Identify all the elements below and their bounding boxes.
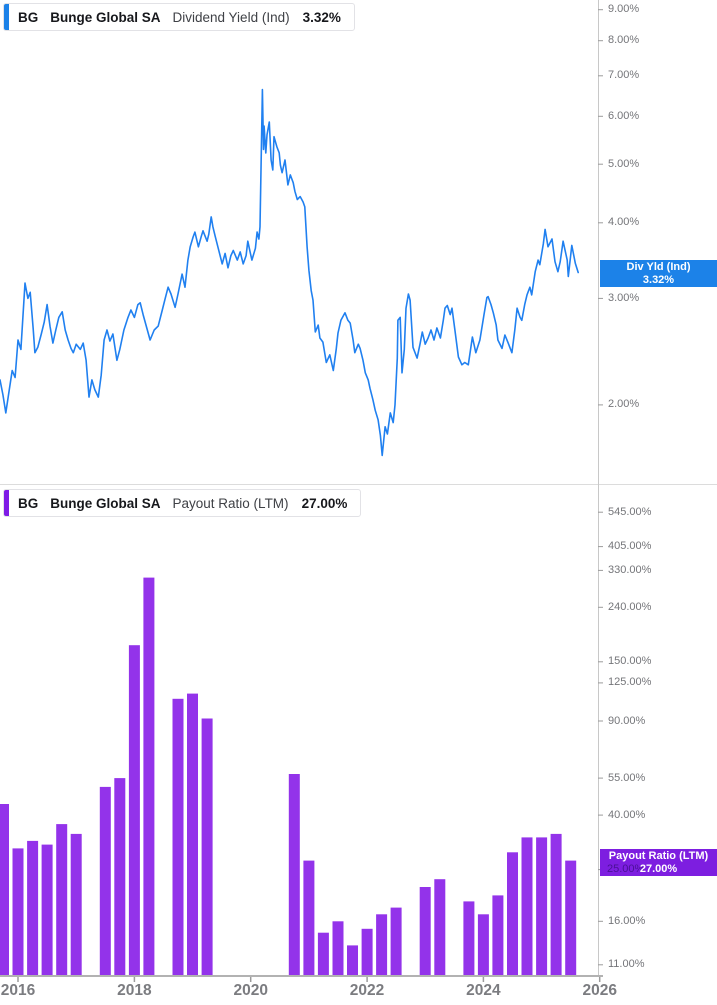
ticker-symbol: BG (18, 9, 39, 25)
payout-bar (0, 804, 9, 975)
x-tick-label: 2026 (582, 982, 617, 999)
tag-title: Payout Ratio (LTM) (608, 850, 709, 863)
y-tick-label: 405.00% (608, 540, 652, 553)
y-tick-label: 4.00% (608, 216, 640, 229)
metric-value: 27.00% (301, 495, 348, 511)
covered-y-tick-label: 25.00% (607, 863, 645, 876)
y-tick-label: 8.00% (608, 34, 640, 47)
payout-bar (201, 718, 213, 975)
payout-bar (434, 879, 446, 975)
y-tick-label: 16.00% (608, 914, 646, 927)
y-tick-label: 545.00% (608, 505, 652, 518)
payout-bar (288, 774, 300, 975)
company-name: Bunge Global SA (50, 495, 161, 511)
y-tick-label: 5.00% (608, 157, 640, 170)
y-tick-label: 11.00% (608, 958, 645, 971)
metric-value: 3.32% (302, 9, 341, 25)
payout-bar (70, 833, 82, 975)
payout-bar (114, 778, 126, 975)
ticker-symbol: BG (18, 495, 39, 511)
payout-bar (128, 645, 140, 975)
y-tick-label: 40.00% (608, 808, 646, 821)
dividend-yield-plot-area[interactable] (0, 0, 598, 484)
payout-bar (187, 693, 198, 975)
payout-bar (303, 860, 315, 975)
payout-bar (521, 837, 533, 975)
series-header-dividend-yield[interactable]: BG Bunge Global SA Dividend Yield (Ind) … (3, 3, 355, 31)
y-tick-label: 55.00% (608, 771, 646, 784)
payout-bar (27, 840, 39, 975)
payout-bar (172, 698, 184, 975)
metric-name: Payout Ratio (LTM) (172, 495, 289, 511)
last-value-tag-dividend-yield: Div Yld (Ind) 3.32% (600, 260, 717, 288)
payout-bar (361, 928, 373, 975)
series-header-payout-ratio[interactable]: BG Bunge Global SA Payout Ratio (LTM) 27… (3, 489, 362, 517)
payout-bar (56, 824, 68, 975)
y-tick-label: 90.00% (608, 714, 646, 727)
x-tick-label: 2018 (117, 982, 152, 999)
y-tick-label: 2.00% (608, 398, 640, 411)
payout-bar (347, 945, 358, 975)
x-tick-label: 2022 (349, 982, 385, 999)
payout-bar (565, 860, 577, 975)
tag-value: 3.32% (642, 273, 675, 286)
payout-bar (419, 887, 431, 975)
payout-bar (477, 914, 489, 975)
y-tick-label: 3.00% (608, 291, 640, 304)
payout-bar (12, 848, 24, 975)
company-name: Bunge Global SA (50, 9, 161, 25)
payout-bar (492, 895, 504, 975)
payout-bar (536, 837, 548, 975)
y-tick-label: 125.00% (608, 676, 652, 689)
series-accent-bar-blue (4, 4, 9, 30)
y-tick-label: 6.00% (608, 109, 640, 122)
series-accent-bar-purple (4, 490, 9, 516)
payout-bar (390, 907, 402, 975)
payout-bar (507, 852, 518, 975)
x-tick-label: 2020 (233, 982, 268, 999)
dividend-yield-line (0, 88, 579, 457)
payout-ratio-bars (0, 577, 577, 975)
y-tick-label: 240.00% (608, 600, 652, 613)
y-tick-label: 330.00% (608, 563, 652, 576)
y-tick-label: 7.00% (608, 69, 640, 82)
payout-bar (332, 921, 344, 975)
payout-bar (463, 901, 475, 975)
payout-bar (550, 833, 562, 975)
payout-bar (376, 914, 388, 975)
tag-value: 27.00% (639, 862, 678, 875)
tag-title: Div Yld (Ind) (626, 261, 691, 274)
metric-name: Dividend Yield (Ind) (172, 9, 290, 25)
y-tick-label: 150.00% (608, 655, 652, 668)
payout-bar (143, 577, 155, 975)
x-tick-label: 2024 (466, 982, 501, 999)
payout-bar (317, 932, 329, 975)
x-tick-label: 2016 (0, 982, 36, 999)
payout-ratio-plot-area[interactable] (0, 486, 598, 975)
y-tick-label: 9.00% (608, 3, 640, 16)
last-value-tag-payout-ratio: 25.00% Payout Ratio (LTM) 27.00% (600, 849, 717, 877)
payout-bar (41, 844, 53, 975)
payout-bar (99, 786, 111, 975)
